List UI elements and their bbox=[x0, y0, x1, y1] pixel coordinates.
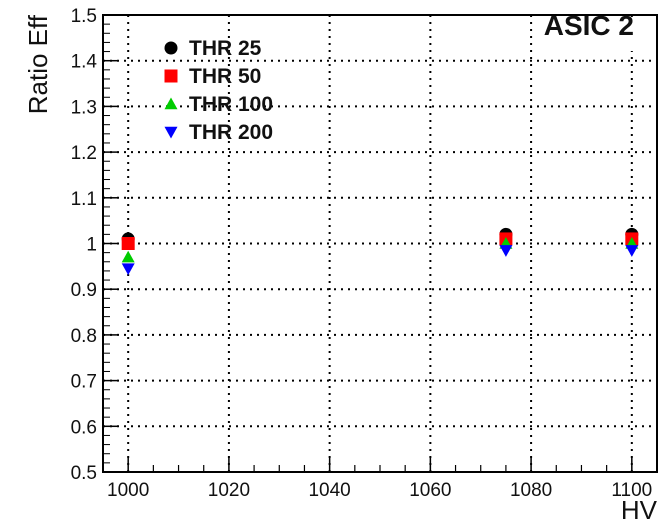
legend: THR 25 THR 50 THR 100 THR 200 bbox=[164, 37, 273, 144]
data-markers bbox=[121, 227, 639, 276]
legend-marker bbox=[164, 126, 178, 139]
legend-label: THR 50 bbox=[189, 65, 261, 88]
legend-label: THR 200 bbox=[189, 121, 273, 144]
y-tick-label: 1.4 bbox=[71, 52, 98, 73]
legend-marker bbox=[164, 69, 178, 83]
axis-ticks bbox=[102, 14, 658, 473]
x-tick-label: 1060 bbox=[409, 480, 451, 501]
data-point bbox=[625, 245, 639, 257]
y-tick-label: 0.8 bbox=[71, 326, 97, 347]
y-tick-label: 0.7 bbox=[71, 372, 97, 393]
data-point bbox=[121, 250, 135, 263]
data-point bbox=[499, 245, 513, 257]
data-point bbox=[121, 263, 135, 276]
x-axis-label: HV bbox=[621, 495, 658, 525]
x-tick-label: 1020 bbox=[208, 480, 250, 501]
y-tick-label: 0.9 bbox=[71, 280, 97, 301]
x-tick-label: 1000 bbox=[107, 480, 149, 501]
legend-label: THR 25 bbox=[189, 37, 262, 60]
grid bbox=[103, 14, 657, 473]
y-axis-label: Ratio Eff bbox=[23, 14, 53, 114]
legend-label: THR 100 bbox=[189, 93, 273, 116]
y-tick-label: 0.6 bbox=[71, 417, 97, 438]
title-background bbox=[535, 17, 640, 51]
y-tick-label: 0.5 bbox=[71, 463, 97, 484]
legend-marker bbox=[164, 97, 178, 110]
y-tick-label: 1.2 bbox=[71, 143, 97, 164]
y-tick-label: 1.1 bbox=[71, 189, 97, 210]
tick-labels: 1000 1020 1040 1060 1080 1100 0.5 0.6 0.7 0.8 0.9 1… bbox=[71, 6, 653, 501]
chart-title: ASIC 2 bbox=[544, 10, 634, 41]
x-tick-label: 1040 bbox=[308, 480, 350, 501]
y-tick-label: 1.3 bbox=[71, 97, 97, 118]
data-point bbox=[121, 237, 135, 250]
y-tick-label: 1.5 bbox=[71, 6, 97, 27]
legend-marker bbox=[164, 41, 178, 55]
y-tick-label: 1 bbox=[86, 235, 97, 256]
x-tick-label: 1080 bbox=[510, 480, 552, 501]
x-tick-label: 1100 bbox=[611, 480, 652, 501]
